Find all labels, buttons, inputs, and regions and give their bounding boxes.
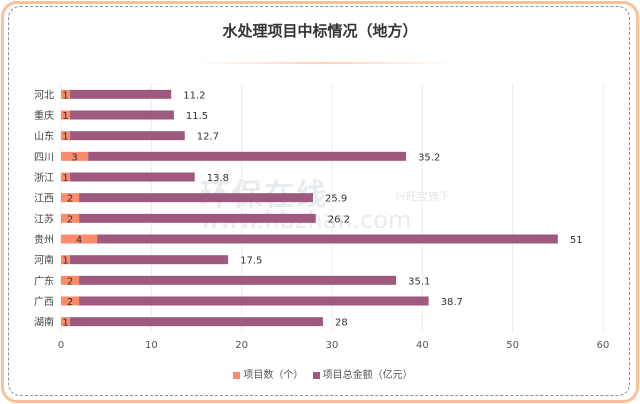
- bar-count: [61, 172, 71, 182]
- data-label-amount: 12.7: [197, 132, 219, 143]
- data-label-count: 1: [62, 111, 68, 122]
- bar-count: [61, 296, 80, 306]
- bar-count: [61, 213, 80, 223]
- legend-swatch-count: [233, 371, 241, 379]
- bar-amount: [70, 110, 174, 120]
- bar-count: [61, 317, 71, 327]
- category-label: 广西: [34, 296, 54, 308]
- bar-count: [61, 131, 71, 141]
- category-label: 河北: [34, 89, 54, 101]
- bar-amount: [70, 131, 185, 141]
- x-tick-label: 40: [416, 340, 429, 351]
- category-label: 广东: [34, 274, 54, 287]
- x-tick-label: 0: [58, 340, 64, 351]
- data-label-amount: 28: [335, 318, 348, 329]
- legend: 项目数（个） 项目总金额（亿元）: [0, 366, 640, 381]
- bar-amount: [79, 296, 429, 306]
- x-tick-label: 60: [597, 340, 610, 351]
- x-tick-label: 20: [235, 340, 248, 351]
- category-label: 河南: [34, 254, 54, 267]
- bar-count: [61, 255, 71, 265]
- x-tick-label: 50: [506, 340, 519, 351]
- category-label: 江西: [34, 193, 54, 205]
- data-label-amount: 26.2: [328, 214, 350, 225]
- data-label-amount: 51: [570, 235, 583, 246]
- legend-label-amount: 项目总金额（亿元）: [322, 370, 413, 381]
- data-label-count: 1: [62, 256, 68, 267]
- category-label: 湖南: [34, 316, 54, 329]
- data-label-count: 1: [62, 318, 68, 329]
- data-label-count: 2: [67, 214, 73, 225]
- title-underline: [195, 62, 455, 64]
- chart-title: 水处理项目中标情况（地方）: [222, 22, 418, 40]
- bar-amount: [70, 317, 323, 327]
- chart-inner-border: [8, 6, 630, 396]
- data-label-amount: 35.1: [408, 276, 430, 287]
- bar-amount: [79, 275, 397, 285]
- legend-label-count: 项目数（个）: [243, 370, 304, 381]
- data-label-amount: 17.5: [240, 256, 262, 267]
- category-label: 重庆: [34, 109, 54, 122]
- data-label-count: 4: [76, 235, 82, 246]
- data-label-count: 2: [67, 194, 73, 205]
- data-label-amount: 38.7: [441, 297, 463, 308]
- x-tick-label: 30: [326, 340, 339, 351]
- bar-amount: [79, 193, 314, 203]
- data-label-count: 1: [62, 173, 68, 184]
- data-label-count: 1: [62, 132, 68, 143]
- bar-count: [61, 234, 98, 244]
- bar-amount: [97, 234, 558, 244]
- bar-count: [61, 151, 89, 161]
- category-label: 浙江: [34, 172, 54, 184]
- data-label-amount: 11.5: [186, 111, 208, 122]
- data-label-count: 2: [67, 297, 73, 308]
- bar-amount: [70, 255, 229, 265]
- category-label: 山东: [34, 130, 54, 143]
- bar-amount: [70, 172, 195, 182]
- bar-count: [61, 89, 71, 99]
- data-label-count: 3: [71, 152, 77, 163]
- data-label-count: 1: [62, 90, 68, 101]
- bar-count: [61, 275, 80, 285]
- bar-amount: [88, 151, 407, 161]
- category-label: 贵州: [34, 233, 54, 246]
- data-label-amount: 13.8: [207, 173, 229, 184]
- data-label-count: 2: [67, 276, 73, 287]
- bar-count: [61, 193, 80, 203]
- legend-swatch-amount: [312, 371, 320, 379]
- category-label: 江苏: [34, 212, 54, 225]
- data-label-amount: 35.2: [418, 152, 440, 163]
- bar-amount: [79, 213, 316, 223]
- category-label: 四川: [34, 152, 54, 163]
- bar-amount: [70, 89, 172, 99]
- x-tick-label: 10: [145, 340, 158, 351]
- data-label-amount: 11.2: [183, 90, 205, 101]
- data-label-amount: 25.9: [325, 194, 347, 205]
- bar-count: [61, 110, 71, 120]
